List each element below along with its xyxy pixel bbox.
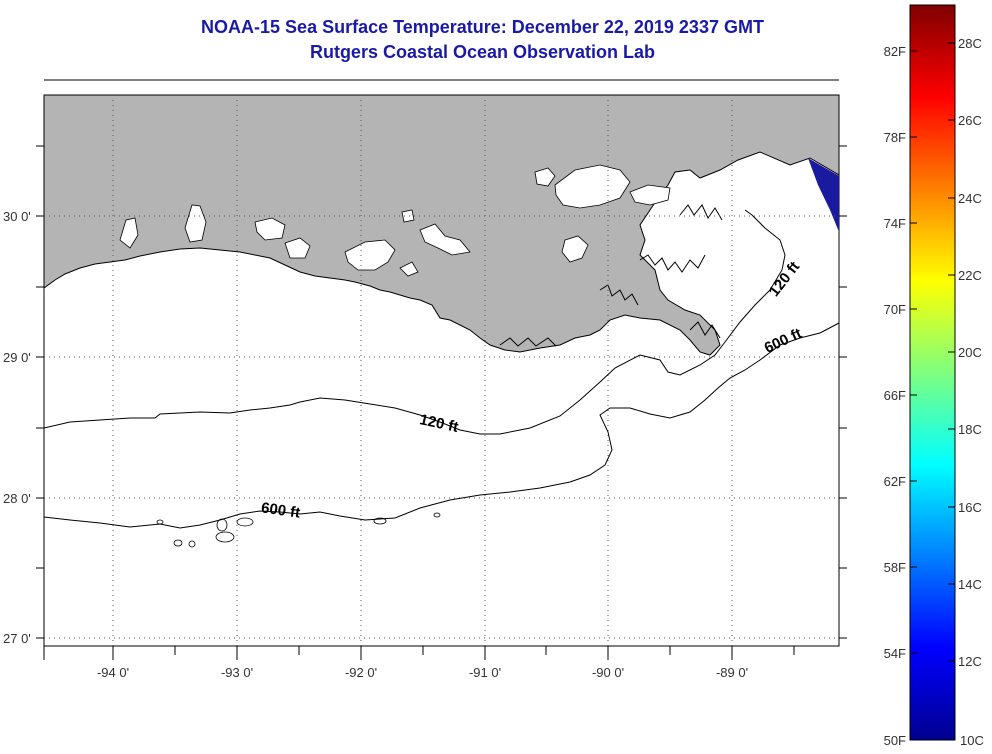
colorbar-c-label: 24C [958,191,982,206]
colorbar-c-label: 28C [958,36,982,51]
colorbar-f-label: 66F [884,388,906,403]
colorbar-f-label: 74F [884,216,906,231]
lon-label: -93 0' [221,665,253,680]
colorbar [909,4,956,741]
colorbar-c-label: 20C [958,345,982,360]
lon-label: -89 0' [716,665,748,680]
colorbar-f-label: 82F [884,44,906,59]
lat-label: 28 0' [3,491,31,506]
colorbar-f-label: 62F [884,474,906,489]
isobath-600ft [44,322,839,529]
inland-lake [401,209,415,223]
inland-lake [184,204,207,243]
colorbar-f-label: 50F [884,733,906,748]
graticule [44,95,839,646]
lon-label: -94 0' [97,665,129,680]
inland-lake [344,239,396,271]
lake-maurepas [534,167,556,187]
isobath-120ft [44,209,786,435]
marsh-detail [499,204,723,347]
sst-data-patch [808,158,839,232]
contour-label-600ft: 600 ft [260,499,301,521]
lat-label: 30 0' [3,209,31,224]
lake-borgne [629,184,671,206]
lake-pontchartrain [554,164,631,209]
colorbar-c-label: 18C [958,422,982,437]
lon-label: -92 0' [345,665,377,680]
colorbar-c-label: 12C [958,654,982,669]
lon-label: -90 0' [592,665,624,680]
colorbar-f-label: 70F [884,302,906,317]
inland-lake [284,237,311,259]
colorbar-c-label: 26C [958,113,982,128]
inland-lake [399,261,419,277]
inland-lake [119,217,139,249]
colorbar-f-label: 78F [884,130,906,145]
colorbar-c-label: 16C [958,500,982,515]
colorbar-c-label: 22C [958,268,982,283]
bathymetry-islands [156,512,441,548]
lat-label: 27 0' [3,631,31,646]
inland-lake [419,223,471,256]
chart-title: NOAA-15 Sea Surface Temperature: Decembe… [201,17,764,37]
chart-subtitle: Rutgers Coastal Ocean Observation Lab [309,42,656,62]
inland-lake [561,235,589,263]
lat-label: 29 0' [3,350,31,365]
colorbar-c-label: 14C [958,577,982,592]
colorbar-f-label: 54F [884,646,906,661]
colorbar-f-label: 58F [884,560,906,575]
axis-ticks [36,79,847,660]
inland-lake [254,217,286,241]
lon-label: -91 0' [469,665,501,680]
colorbar-ticks [910,42,955,662]
colorbar-c-label: 10C [960,733,984,748]
